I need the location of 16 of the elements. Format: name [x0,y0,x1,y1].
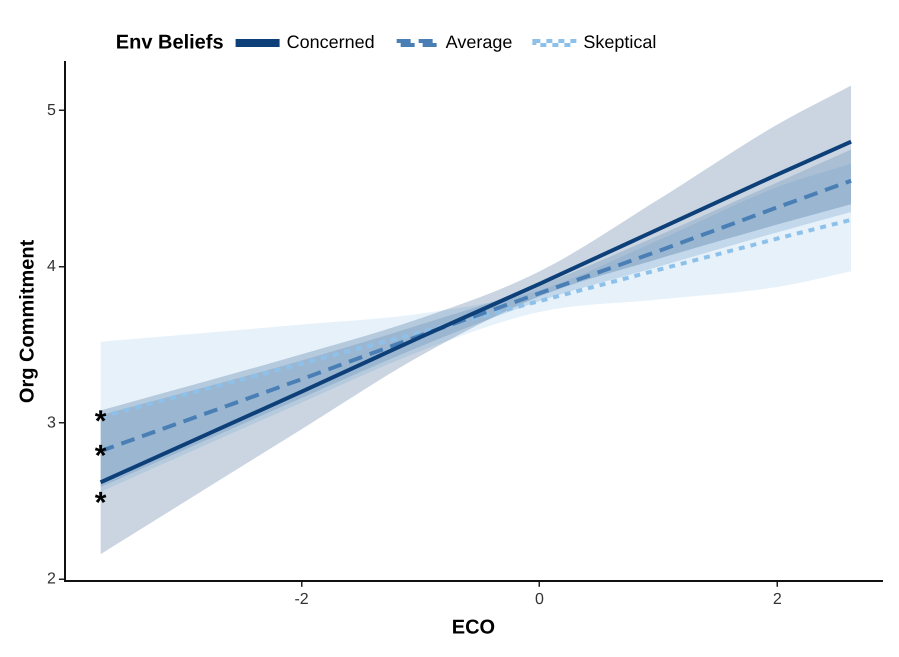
legend-label: Concerned [286,32,375,52]
y-tick-label: 2 [46,570,56,588]
y-axis-title: Org Commitment [16,239,39,404]
x-tick-label: 2 [772,590,782,608]
annotation: * [94,439,107,472]
annotation: * [94,486,107,520]
annotation: * [94,404,107,438]
y-tick-label: 4 [46,258,56,276]
y-tick-label: 3 [46,414,56,432]
legend-label: Skeptical [583,32,656,52]
x-tick-label: -2 [294,590,309,608]
legend-label: Average [446,32,512,52]
x-tick-label: 0 [535,590,544,608]
x-axis-title: ECO [452,616,496,639]
legend-title: Env Beliefs [116,32,224,54]
y-tick-label: 5 [46,102,56,119]
